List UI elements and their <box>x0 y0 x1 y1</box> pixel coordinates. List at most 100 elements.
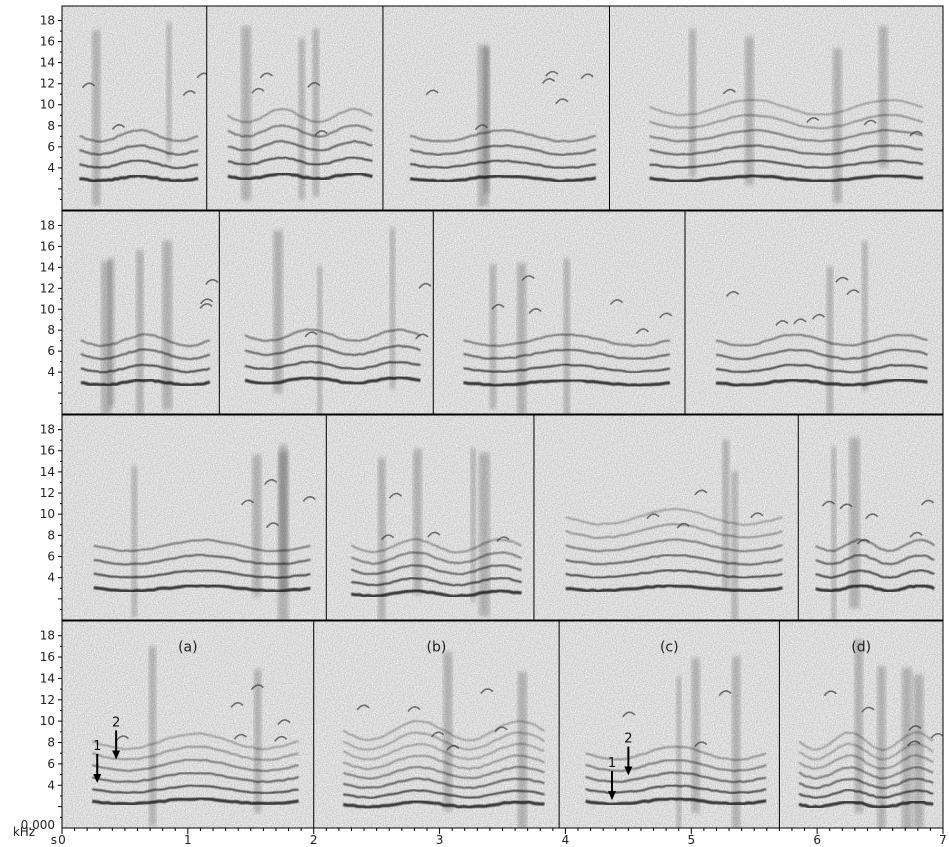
call-fragment <box>521 275 535 281</box>
harmonic-band <box>463 363 671 374</box>
y-tick-label: 10 <box>40 98 55 112</box>
annotation-arrow: 1 <box>93 739 101 784</box>
y-axis: 18 16 14 12 10 8 6 4 <box>40 218 62 405</box>
harmonic-band <box>91 732 299 751</box>
harmonic-band <box>463 333 670 348</box>
call-fragment <box>115 735 130 742</box>
harmonic-band <box>798 788 934 800</box>
call-fragment <box>646 513 660 520</box>
annotation-arrow: 1 <box>608 756 616 801</box>
x-tick-label: 5 <box>687 833 695 847</box>
call-fragment <box>182 90 196 97</box>
call-fragment <box>446 744 460 751</box>
x-axis: 0 1 2 3 4 5 6 7 s kHz <box>13 825 947 847</box>
broadband-burst <box>470 447 476 602</box>
spectrogram-panel <box>325 415 534 620</box>
broadband-burst <box>877 666 886 828</box>
y-tick-label: 16 <box>40 444 55 458</box>
spectrogram-panel <box>432 211 685 414</box>
call-fragment <box>580 73 594 80</box>
broadband-burst <box>162 240 173 410</box>
x-tick-label: 2 <box>310 833 318 847</box>
call-fragment <box>823 690 837 697</box>
harmonic-band <box>815 569 935 580</box>
x-tick-label: 3 <box>436 833 444 847</box>
harmonic-band <box>79 173 199 183</box>
call-fragment <box>388 492 403 499</box>
harmonic-band <box>342 719 545 742</box>
broadband-burst <box>849 437 860 609</box>
y-tick-label: 8 <box>47 323 55 337</box>
call-fragment <box>725 291 740 297</box>
spectrogram-panel <box>62 415 327 620</box>
y-tick-label: 8 <box>47 736 55 750</box>
broadband-burst <box>913 674 924 828</box>
call-fragment <box>793 318 807 325</box>
harmonic-band <box>565 522 783 540</box>
y-tick-label: 12 <box>40 281 55 295</box>
broadband-burst <box>878 26 888 168</box>
harmonic-band <box>350 588 522 598</box>
y-tick-label: 14 <box>40 465 55 479</box>
y-tick-label: 16 <box>40 239 55 253</box>
broadband-burst <box>136 249 144 414</box>
call-fragment <box>81 82 96 89</box>
call-fragment <box>205 279 219 285</box>
harmonic-band <box>798 766 934 780</box>
y-tick-label: 6 <box>47 550 55 564</box>
noise-background <box>206 6 383 210</box>
call-fragment <box>545 70 559 77</box>
broadband-burst <box>377 457 386 620</box>
call-fragment <box>839 503 853 510</box>
broadband-burst <box>517 671 528 828</box>
annotation-arrow: 2 <box>624 732 632 776</box>
broadband-burst <box>691 658 700 814</box>
harmonic-band <box>342 765 545 780</box>
harmonic-band <box>409 129 597 143</box>
call-fragment <box>427 531 441 538</box>
harmonic-band <box>227 171 373 181</box>
harmonic-band <box>409 144 597 157</box>
broadband-burst <box>131 466 138 618</box>
spectrogram-row <box>61 5 944 211</box>
y-axis-label: kHz <box>13 825 35 839</box>
broadband-burst <box>92 30 101 206</box>
call-fragment <box>930 732 944 739</box>
harmonic-band <box>798 777 934 790</box>
call-fragment <box>821 500 836 507</box>
y-tick-label: 18 <box>40 629 55 643</box>
noise-background <box>219 211 434 414</box>
y-tick-label: 12 <box>40 77 55 91</box>
broadband-burst <box>831 446 837 620</box>
call-fragment <box>496 536 510 543</box>
harmonic-band <box>715 363 928 374</box>
call-fragment <box>609 299 624 306</box>
broadband-burst <box>148 646 157 827</box>
call-fragment <box>659 312 673 319</box>
call-fragment <box>635 328 649 335</box>
spectrogram-panels <box>61 5 944 829</box>
harmonic-band <box>798 731 934 752</box>
harmonic-band <box>715 348 928 361</box>
call-fragment <box>909 531 923 538</box>
x-tick-label: 0 <box>58 833 66 847</box>
harmonic-band <box>463 378 671 388</box>
harmonic-band <box>565 538 783 553</box>
spectrogram-row <box>61 414 944 621</box>
call-fragment <box>111 124 126 130</box>
call-fragment <box>407 706 421 713</box>
y-tick-label: 12 <box>40 693 55 707</box>
call-fragment <box>307 82 321 88</box>
y-tick-label: 4 <box>47 161 55 175</box>
spectrogram-panel <box>558 621 780 828</box>
harmonic-band <box>93 553 311 566</box>
harmonic-band <box>350 564 522 576</box>
broadband-burst <box>312 28 320 197</box>
call-fragment <box>806 117 820 123</box>
y-tick-label: 4 <box>47 571 55 585</box>
annotation-arrow: 2 <box>112 716 120 760</box>
harmonic-band <box>92 796 299 806</box>
call-fragment <box>356 704 370 711</box>
call-fragment <box>846 289 860 296</box>
